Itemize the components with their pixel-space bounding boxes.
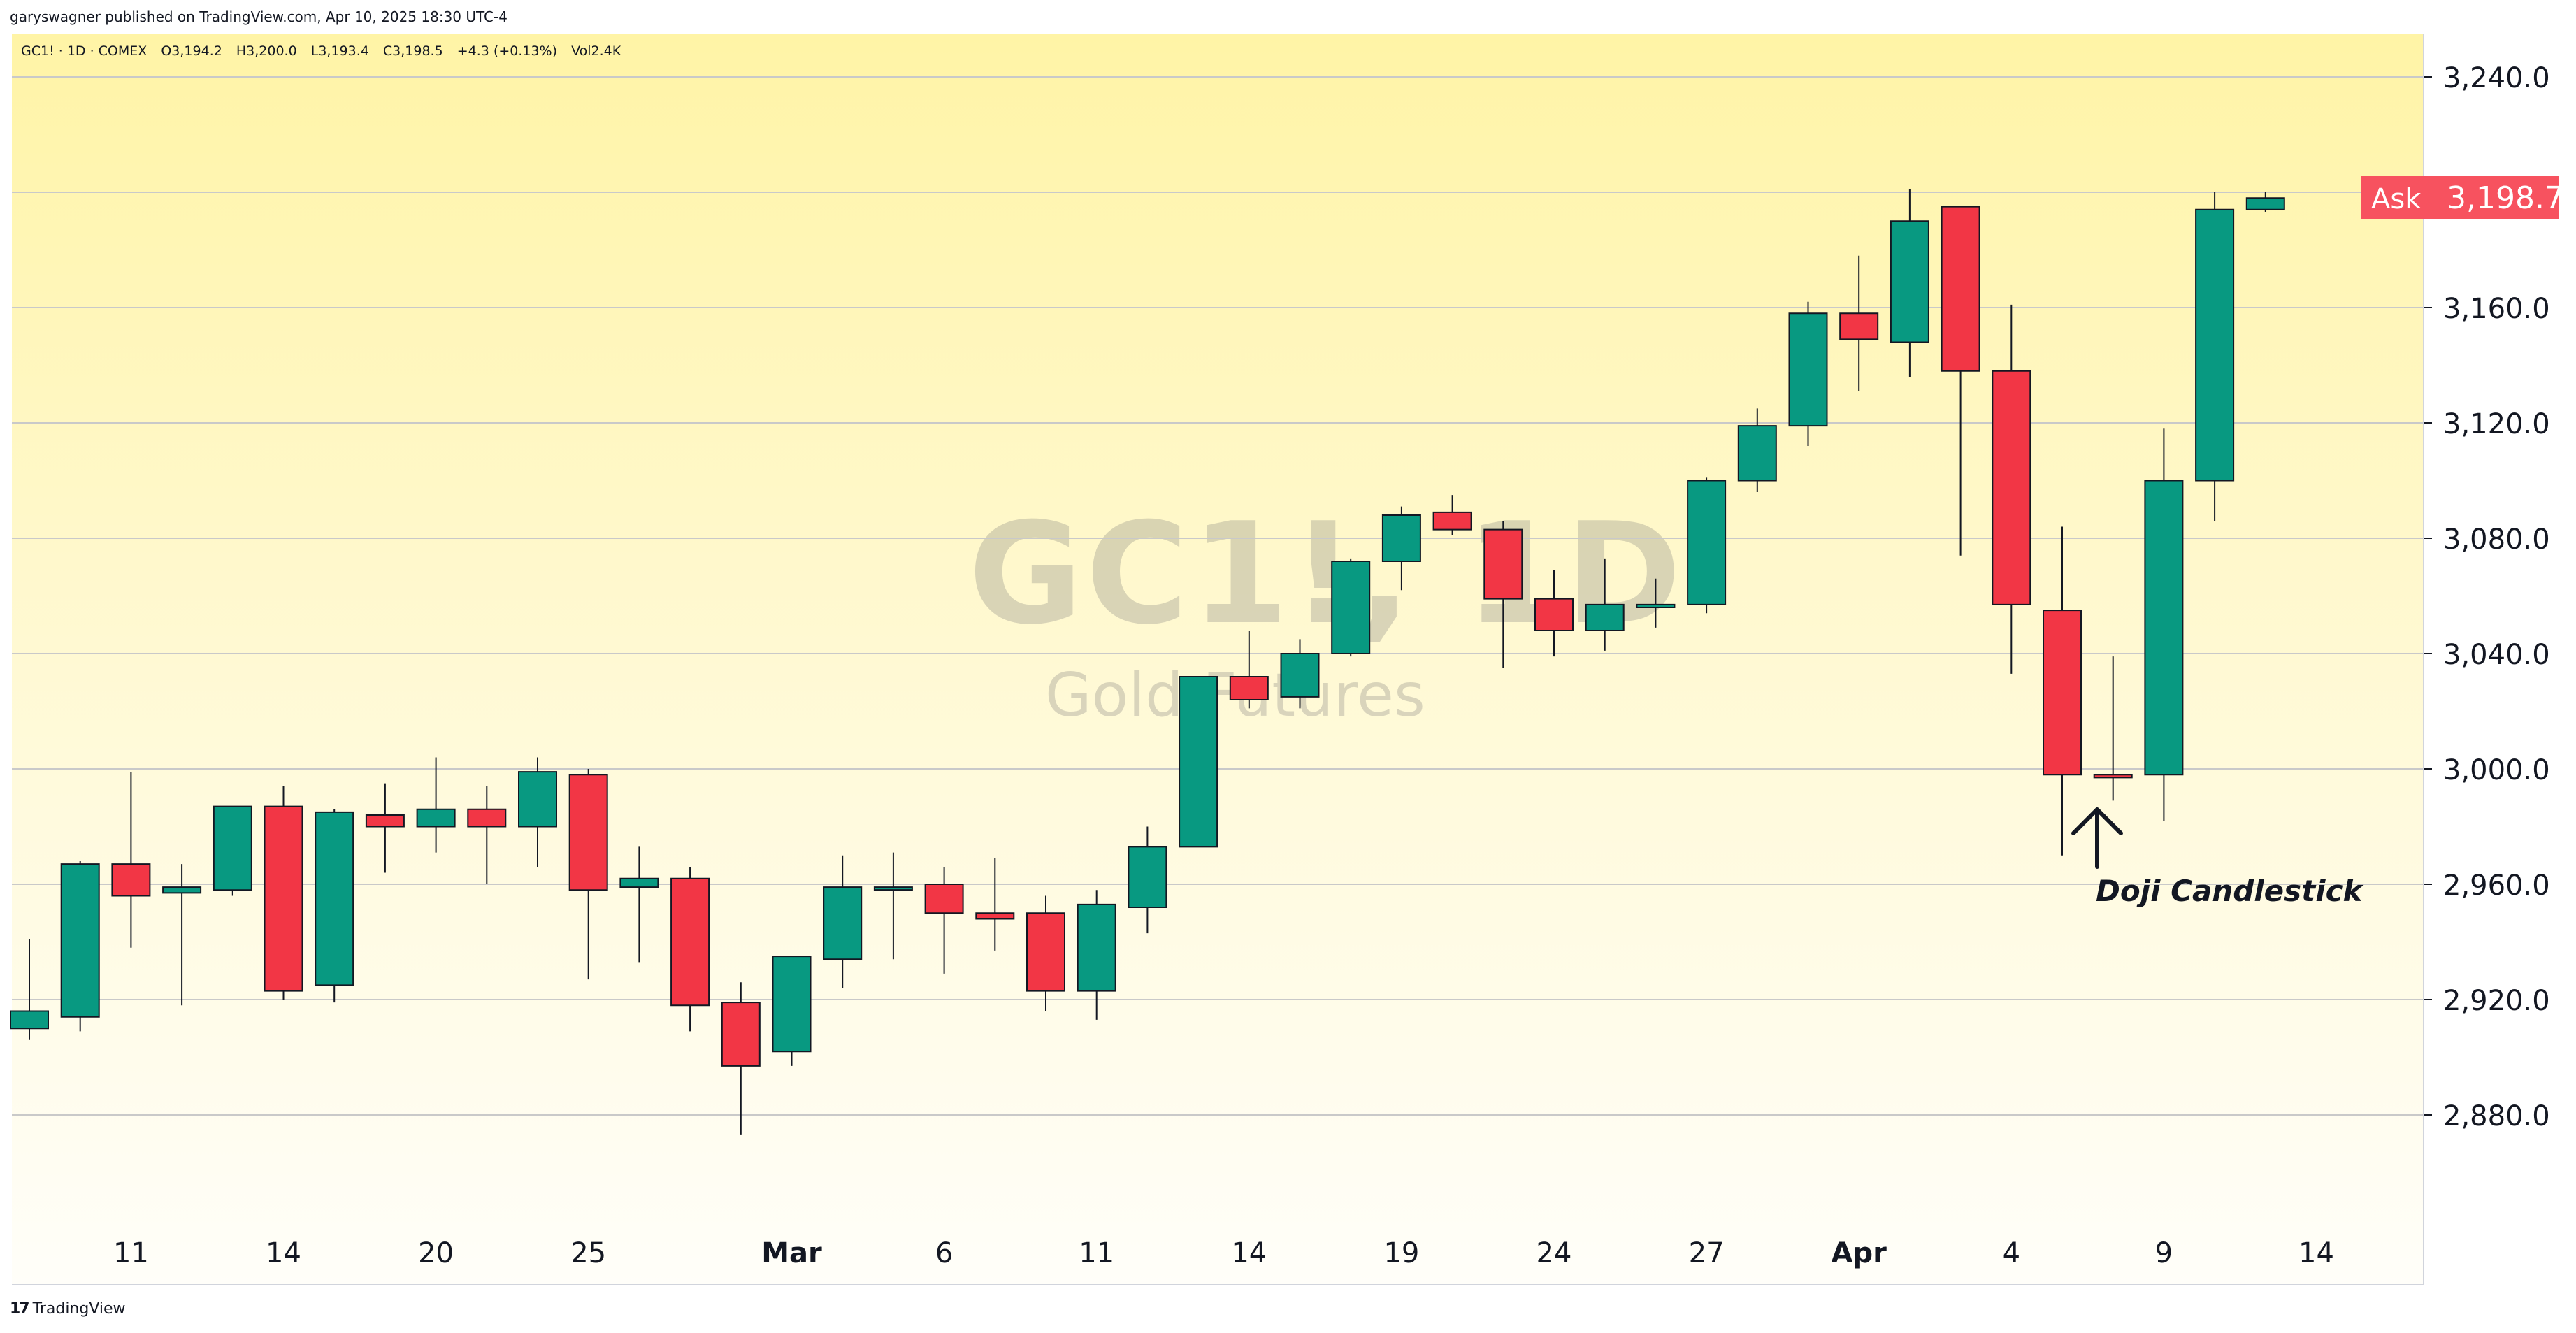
footer-brand-text: TradingView (32, 1300, 126, 1318)
candle-body (2093, 774, 2133, 779)
x-tick-label: 27 (1689, 1237, 1725, 1269)
ask-price-tag: Ask 3,198.7 (2361, 176, 2564, 219)
candle-body (1992, 370, 2031, 605)
candle-body (1737, 425, 1777, 482)
candle-body (365, 814, 405, 828)
candle-body (1687, 480, 1727, 605)
legend-change: +4.3 (+0.13%) (456, 43, 558, 59)
candle-body (111, 863, 151, 897)
doji-annotation[interactable]: Doji Candlestick (2096, 874, 2363, 908)
x-tick-label: 25 (570, 1237, 606, 1269)
candle-body (1890, 220, 1929, 343)
y-tick-label: 3,240.0 (2443, 62, 2550, 94)
candle-body (1788, 312, 1828, 427)
x-tick-label: 24 (1537, 1237, 1572, 1269)
x-tick-label: 20 (418, 1237, 454, 1269)
x-tick-label: 14 (266, 1237, 301, 1269)
candle-body (568, 774, 608, 891)
candle-body (315, 811, 354, 986)
x-tick-label: 19 (1383, 1237, 1419, 1269)
candle-body (1026, 912, 1065, 992)
candle-body (518, 771, 557, 828)
footer-brand[interactable]: 𝟭𝟳 TradingView (10, 1300, 126, 1318)
candle-body (1128, 846, 1167, 908)
ask-value: 3,198.7 (2447, 180, 2564, 216)
candle-body (2245, 197, 2285, 210)
candle-body (1381, 514, 1421, 562)
y-tick-label: 3,160.0 (2443, 293, 2550, 325)
candle-body (1839, 312, 1879, 340)
x-tick-label: 14 (1231, 1237, 1267, 1269)
chart-plot-area[interactable] (12, 34, 2424, 1285)
y-tick-label: 3,000.0 (2443, 754, 2550, 786)
x-tick-label: Apr (1832, 1237, 1887, 1269)
legend-high: H3,200.0 (236, 43, 297, 59)
candle-body (873, 886, 913, 891)
candle-body (1432, 511, 1472, 531)
legend-open: O3,194.2 (161, 43, 222, 59)
candle-body (1483, 528, 1523, 600)
ohlc-legend: GC1! · 1D · COMEX O3,194.2 H3,200.0 L3,1… (21, 43, 631, 59)
candle-body (2144, 480, 2184, 776)
legend-close: C3,198.5 (382, 43, 443, 59)
x-tick-label: 9 (2155, 1237, 2173, 1269)
candle-body (1280, 653, 1320, 698)
candle-body (1077, 903, 1116, 992)
candle-body (10, 1010, 49, 1030)
candle-body (1636, 603, 1676, 608)
candle-body (1229, 676, 1269, 700)
x-tick-label: 11 (1079, 1237, 1114, 1269)
up-arrow-icon (2071, 807, 2123, 869)
y-tick-label: 2,960.0 (2443, 870, 2550, 902)
candle-body (467, 808, 507, 828)
x-tick-label: Mar (761, 1237, 822, 1269)
candle-body (772, 956, 812, 1053)
candle-body (1331, 561, 1371, 654)
candle-body (264, 805, 303, 992)
y-tick-label: 3,040.0 (2443, 639, 2550, 671)
x-tick-label: 4 (2003, 1237, 2020, 1269)
candle-body (2195, 208, 2235, 482)
candle-body (2043, 610, 2082, 776)
candle-body (823, 886, 863, 960)
candle-body (619, 877, 659, 888)
y-tick-label: 3,080.0 (2443, 524, 2550, 556)
y-tick-label: 2,920.0 (2443, 985, 2550, 1017)
candle-body (1534, 598, 1574, 631)
candle-body (670, 877, 710, 1007)
legend-symbol[interactable]: GC1! · 1D · COMEX (21, 43, 147, 59)
x-tick-label: 6 (935, 1237, 953, 1269)
legend-low: L3,193.4 (310, 43, 369, 59)
candle-body (1585, 603, 1625, 631)
candle-body (924, 884, 964, 914)
tradingview-logo-icon: 𝟭𝟳 (10, 1300, 30, 1318)
publisher-line: garyswagner published on TradingView.com… (10, 8, 508, 25)
candle-body (162, 886, 202, 894)
candle-body (60, 863, 100, 1018)
x-tick-label: 11 (113, 1237, 149, 1269)
candle-body (213, 805, 252, 891)
candle-body (416, 808, 456, 828)
x-tick-label: 14 (2298, 1237, 2334, 1269)
candle-body (975, 912, 1015, 920)
candle-body (1941, 206, 1980, 372)
candle-body (1179, 676, 1218, 848)
legend-volume: Vol2.4K (571, 43, 621, 59)
candle-body (721, 1002, 761, 1067)
y-tick-label: 3,120.0 (2443, 408, 2550, 440)
price-axis[interactable] (2424, 34, 2576, 1285)
y-tick-label: 2,880.0 (2443, 1100, 2550, 1132)
ask-label: Ask (2371, 183, 2422, 215)
